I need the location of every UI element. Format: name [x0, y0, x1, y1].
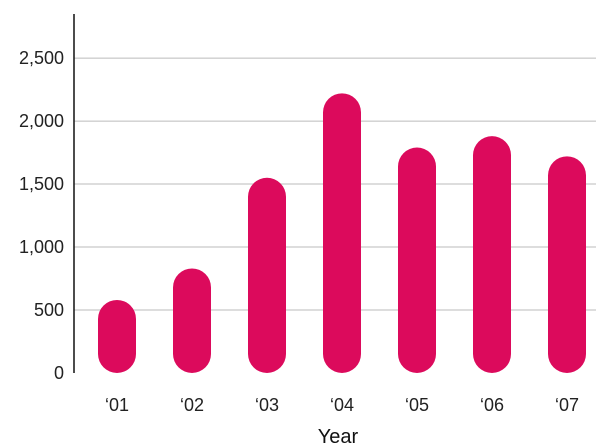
bar	[548, 156, 586, 373]
y-tick-label: 0	[54, 363, 64, 383]
x-tick-label: ‘02	[180, 395, 204, 415]
bar	[248, 177, 286, 373]
bar	[98, 299, 136, 373]
y-tick-label: 500	[34, 300, 64, 320]
bar	[323, 93, 361, 373]
bar	[398, 147, 436, 373]
x-tick-label: ‘05	[405, 395, 429, 415]
x-tick-label: ‘03	[255, 395, 279, 415]
bar	[473, 136, 511, 373]
x-tick-label: ‘04	[330, 395, 354, 415]
bars	[98, 93, 586, 373]
x-axis-title: Year	[318, 426, 359, 448]
y-tick-label: 2,500	[19, 48, 64, 68]
x-tick-labels: ‘01 ‘02 ‘03 ‘04 ‘05 ‘06 ‘07	[105, 395, 579, 415]
bar	[173, 268, 211, 373]
y-tick-label: 2,000	[19, 111, 64, 131]
y-tick-labels: 0 500 1,000 1,500 2,000 2,500	[19, 48, 64, 383]
x-tick-label: ‘01	[105, 395, 129, 415]
y-tick-label: 1,000	[19, 237, 64, 257]
x-tick-label: ‘06	[480, 395, 504, 415]
x-tick-label: ‘07	[555, 395, 579, 415]
y-tick-label: 1,500	[19, 174, 64, 194]
